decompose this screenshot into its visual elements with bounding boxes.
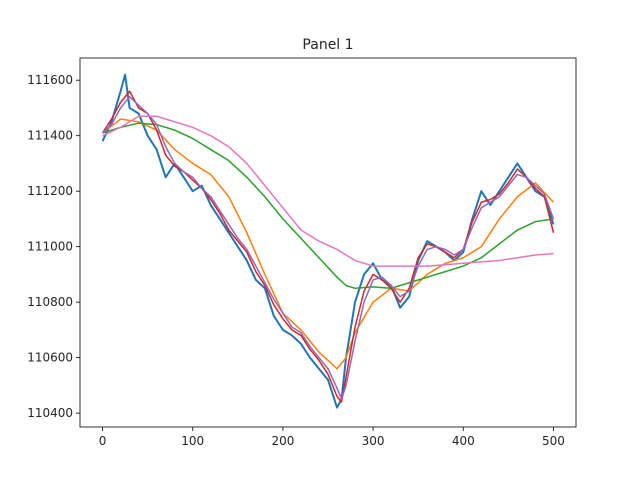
plot-lines	[101, 73, 555, 409]
plot-frame	[79, 57, 577, 428]
x-axis: 0 100 200 300 400 500	[99, 427, 565, 448]
series-line-4	[101, 90, 555, 403]
y-axis: 110400 110600 110800 111000 111200 111400 1116…	[27, 73, 80, 420]
series-line-1	[101, 73, 555, 409]
series-line-2	[102, 118, 554, 370]
x-tick-label: 0	[99, 434, 107, 448]
chart-title: Panel 1	[302, 37, 353, 53]
series-line-3	[102, 122, 554, 290]
y-tick-label: 110600	[27, 351, 73, 365]
y-tick-label: 111000	[27, 240, 73, 254]
x-tick-label: 200	[271, 434, 294, 448]
x-tick-label: 400	[452, 434, 475, 448]
y-tick-label: 111400	[27, 129, 73, 143]
y-tick-label: 110800	[27, 295, 73, 309]
series-line-6	[102, 115, 554, 267]
y-tick-label: 111200	[27, 184, 73, 198]
y-tick-label: 110400	[27, 406, 73, 420]
series-line-5	[102, 96, 555, 401]
x-tick-label: 500	[542, 434, 565, 448]
y-tick-label: 111600	[27, 73, 73, 87]
x-tick-label: 300	[362, 434, 385, 448]
x-tick-label: 100	[181, 434, 204, 448]
